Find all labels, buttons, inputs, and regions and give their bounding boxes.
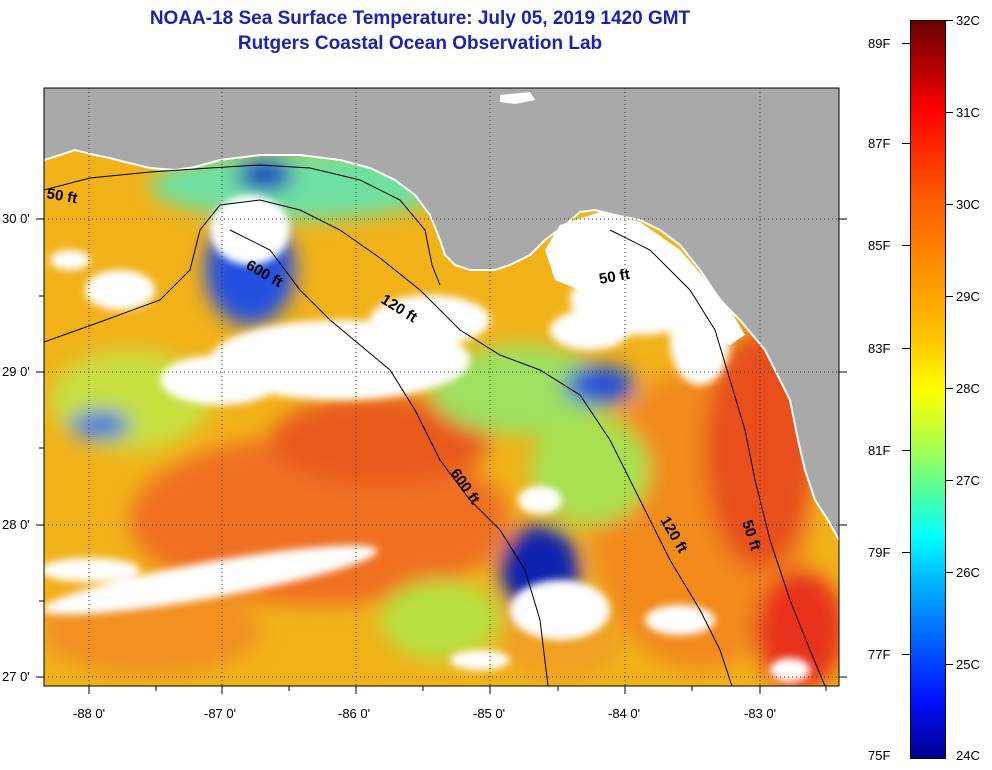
cold-patch — [70, 411, 130, 439]
coastal-cloud — [500, 92, 535, 104]
longitude-label: -83 0' — [744, 706, 777, 721]
cold-patch — [237, 159, 293, 191]
colorbar-tick — [902, 450, 910, 451]
warm-region — [755, 570, 839, 686]
colorbar-celsius-label: 29C — [956, 289, 980, 304]
map-frame — [43, 87, 840, 687]
colorbar-fahrenheit-label: 81F — [868, 443, 891, 458]
colorbar-fahrenheit-label: 83F — [868, 341, 891, 356]
cloud-mask — [44, 195, 810, 682]
temperature-colorbar — [910, 20, 946, 759]
contour-label: 50 ft — [598, 266, 631, 288]
contour-50ft-east — [609, 229, 826, 686]
colorbar-fahrenheit-label: 89F — [868, 36, 891, 51]
contour-label: 50 ft — [45, 185, 78, 207]
colorbar-tick — [902, 245, 910, 246]
colorbar-tick — [902, 348, 910, 349]
colorbar-tick — [945, 480, 953, 481]
colorbar-tick — [945, 388, 953, 389]
contour-120ft — [44, 199, 733, 686]
colorbar-celsius-label: 27C — [956, 473, 980, 488]
latitude-label: 28 0' — [2, 517, 30, 532]
colorbar-tick — [945, 572, 953, 573]
longitude-label: -84 0' — [608, 706, 641, 721]
longitude-label: -85 0' — [473, 706, 506, 721]
land — [44, 88, 839, 540]
colorbar-fahrenheit-label: 87F — [868, 136, 891, 151]
longitude-label: -86 0' — [338, 706, 371, 721]
longitude-label: -88 0' — [73, 706, 106, 721]
longitude-label: -87 0' — [204, 706, 237, 721]
colorbar-fahrenheit-label: 75F — [868, 748, 891, 763]
map-subtitle: Rutgers Coastal Ocean Observation Lab — [237, 33, 603, 54]
axis-ticks — [36, 218, 847, 694]
graticule — [44, 88, 839, 686]
colorbar-celsius-label: 31C — [956, 105, 980, 120]
latitude-label: 27 0' — [2, 669, 30, 684]
contour-50ft-west — [44, 164, 441, 286]
colorbar-celsius-label: 30C — [956, 197, 980, 212]
colorbar-tick — [945, 20, 953, 21]
colorbar-tick — [945, 296, 953, 297]
coastal-cloud — [545, 212, 745, 345]
colorbar-celsius-label: 24C — [956, 748, 980, 763]
colorbar-fahrenheit-label: 79F — [868, 545, 891, 560]
cool-region — [380, 580, 500, 660]
colorbar-celsius-label: 26C — [956, 565, 980, 580]
colorbar-tick — [902, 43, 910, 44]
temperature-field — [44, 150, 839, 686]
bathymetry-contours — [44, 164, 826, 686]
colorbar-celsius-label: 28C — [956, 381, 980, 396]
colorbar-celsius-label: 25C — [956, 657, 980, 672]
colorbar-tick — [902, 552, 910, 553]
colorbar-celsius-label: 32C — [956, 13, 980, 28]
colorbar-tick — [945, 204, 953, 205]
map-title: NOAA-18 Sea Surface Temperature: July 05… — [149, 8, 691, 29]
warm-region — [270, 395, 490, 485]
colorbar-tick — [902, 654, 910, 655]
colorbar-tick — [945, 112, 953, 113]
colorbar-tick — [945, 664, 953, 665]
colorbar-fahrenheit-label: 85F — [868, 238, 891, 253]
cold-patch — [565, 365, 635, 405]
contour-600ft — [229, 229, 549, 686]
cool-region — [430, 345, 610, 435]
colorbar-tick — [902, 143, 910, 144]
colorbar-fahrenheit-label: 77F — [868, 647, 891, 662]
latitude-label: 30 0' — [2, 211, 30, 226]
latitude-label: 29 0' — [2, 364, 30, 379]
